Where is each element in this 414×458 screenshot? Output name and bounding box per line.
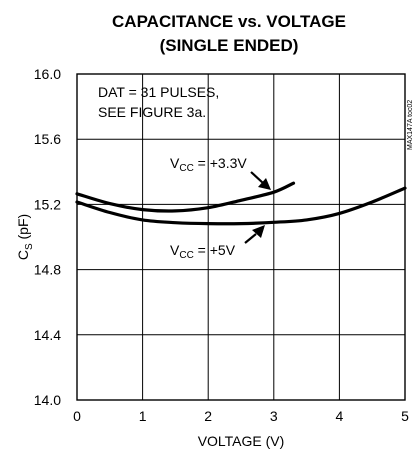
plot-frame [76, 73, 406, 401]
x-tick-label: 1 [139, 408, 147, 424]
chart-title-line2: (SINGLE ENDED) [160, 36, 299, 55]
tick-labels: 0 1 2 3 4 5 14.0 14.4 14.8 15.2 15.6 16.0 [34, 66, 409, 424]
annotation-line-2: SEE FIGURE 3a. [98, 104, 206, 120]
x-tick-label: 4 [336, 408, 344, 424]
y-axis-label: CS (pF) [15, 214, 35, 260]
series-line-5v [75, 186, 407, 226]
grid-lines [77, 74, 405, 400]
y-tick-label: 15.2 [34, 196, 61, 212]
x-tick-label: 3 [270, 408, 278, 424]
annotation-line-1: DAT = 31 PULSES, [98, 84, 219, 100]
y-tick-label: 14.4 [34, 327, 61, 343]
x-axis-label: VOLTAGE (V) [198, 433, 285, 449]
side-label: MAX147A toc02 [407, 100, 414, 150]
series-label-5v: VCC = +5V [170, 242, 236, 261]
arrow-5v-head [252, 225, 265, 238]
series-line-3v3 [75, 181, 296, 213]
data-series [75, 181, 407, 226]
arrow-3v3-line [250, 171, 264, 184]
series-label-3v3: VCC = +3.3V [170, 155, 247, 174]
arrow-5v-line [244, 233, 257, 244]
x-tick-label: 0 [73, 408, 81, 424]
y-tick-label: 16.0 [34, 66, 61, 82]
x-tick-label: 5 [401, 408, 409, 424]
y-tick-label: 15.6 [34, 131, 61, 147]
y-tick-label: 14.8 [34, 262, 61, 278]
arrow-3v3-head [258, 178, 271, 190]
x-tick-label: 2 [204, 408, 212, 424]
y-tick-label: 14.0 [34, 392, 61, 408]
chart-title-line1: CAPACITANCE vs. VOLTAGE [112, 12, 346, 31]
